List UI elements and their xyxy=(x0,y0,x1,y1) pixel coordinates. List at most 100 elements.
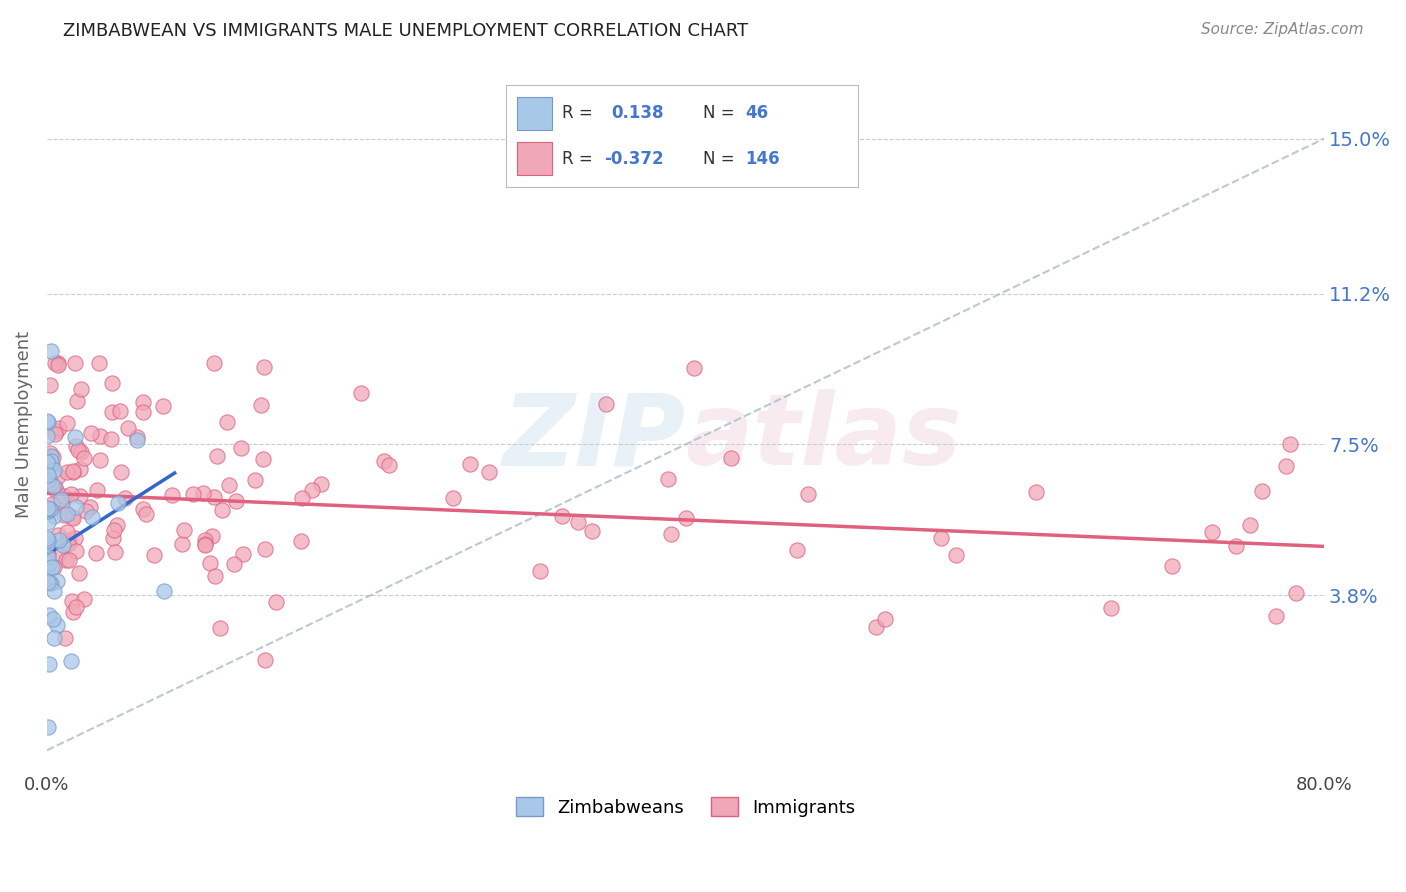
Point xyxy=(1251,484,1274,499)
Point xyxy=(211,503,233,517)
Point xyxy=(46,356,69,370)
Point xyxy=(46,485,69,500)
Point xyxy=(205,449,228,463)
Point xyxy=(945,548,967,562)
Point xyxy=(44,480,66,494)
Point xyxy=(72,450,94,465)
Point xyxy=(46,469,69,483)
Point xyxy=(62,465,84,479)
Point xyxy=(69,462,91,476)
Point xyxy=(1278,437,1301,451)
Point xyxy=(125,430,148,444)
Point xyxy=(44,584,66,599)
Point xyxy=(252,451,274,466)
Point xyxy=(59,487,82,501)
Point xyxy=(101,376,124,390)
Point xyxy=(301,483,323,497)
Point xyxy=(42,463,65,477)
Point xyxy=(1285,586,1308,600)
Point xyxy=(38,657,60,671)
Point xyxy=(80,425,103,440)
Point xyxy=(350,386,373,401)
Point xyxy=(201,529,224,543)
Point xyxy=(173,523,195,537)
Text: ZIMBABWEAN VS IMMIGRANTS MALE UNEMPLOYMENT CORRELATION CHART: ZIMBABWEAN VS IMMIGRANTS MALE UNEMPLOYME… xyxy=(63,22,748,40)
Point xyxy=(48,533,70,547)
Point xyxy=(202,356,225,370)
Point xyxy=(215,415,238,429)
Point xyxy=(103,523,125,537)
Point xyxy=(657,472,679,486)
Point xyxy=(204,569,226,583)
Point xyxy=(39,454,62,468)
Point xyxy=(60,594,83,608)
Point xyxy=(873,612,896,626)
Point xyxy=(55,507,77,521)
Legend: Zimbabweans, Immigrants: Zimbabweans, Immigrants xyxy=(509,790,863,824)
Point xyxy=(254,541,277,556)
Point xyxy=(59,654,82,668)
Point xyxy=(181,486,204,500)
Point xyxy=(69,382,91,396)
Point xyxy=(104,545,127,559)
Point xyxy=(84,546,107,560)
Point xyxy=(142,548,165,562)
Point xyxy=(100,432,122,446)
Point xyxy=(117,421,139,435)
Point xyxy=(55,553,77,567)
Point xyxy=(110,465,132,479)
Text: 146: 146 xyxy=(745,150,780,168)
Point xyxy=(48,547,70,561)
Point xyxy=(38,608,60,623)
Point xyxy=(87,356,110,370)
Point xyxy=(56,537,79,551)
Point xyxy=(37,531,59,545)
Point xyxy=(208,621,231,635)
Point xyxy=(132,502,155,516)
Point xyxy=(229,442,252,456)
Point xyxy=(194,533,217,547)
Point xyxy=(37,455,59,469)
Point xyxy=(1225,539,1247,553)
Point xyxy=(37,533,59,548)
Point xyxy=(153,584,176,599)
Point xyxy=(931,531,953,545)
Point xyxy=(65,543,87,558)
Point xyxy=(135,507,157,521)
Point xyxy=(37,503,59,517)
Point xyxy=(194,537,217,551)
Point xyxy=(37,515,59,529)
Point xyxy=(38,446,60,460)
Point xyxy=(51,499,73,513)
Point xyxy=(41,612,63,626)
Text: R =: R = xyxy=(562,150,593,168)
Y-axis label: Male Unemployment: Male Unemployment xyxy=(15,331,32,517)
Point xyxy=(67,566,90,581)
Point xyxy=(58,553,80,567)
Point xyxy=(253,359,276,374)
Point xyxy=(62,464,84,478)
Point xyxy=(720,450,742,465)
Point xyxy=(253,653,276,667)
Point xyxy=(44,356,66,370)
Point xyxy=(55,416,77,430)
Point xyxy=(1239,517,1261,532)
Point xyxy=(550,509,572,524)
Point xyxy=(1160,559,1182,574)
Point xyxy=(67,443,90,458)
Point xyxy=(202,490,225,504)
Point xyxy=(1201,525,1223,540)
Point xyxy=(160,488,183,502)
Point xyxy=(65,439,87,453)
Point xyxy=(194,538,217,552)
Point xyxy=(37,467,59,482)
Point xyxy=(86,483,108,498)
Point xyxy=(225,494,247,508)
Point xyxy=(41,457,63,471)
Point xyxy=(478,465,501,479)
Point xyxy=(89,453,111,467)
Point xyxy=(1025,484,1047,499)
Point xyxy=(60,510,83,524)
Point xyxy=(101,531,124,545)
Point xyxy=(243,473,266,487)
